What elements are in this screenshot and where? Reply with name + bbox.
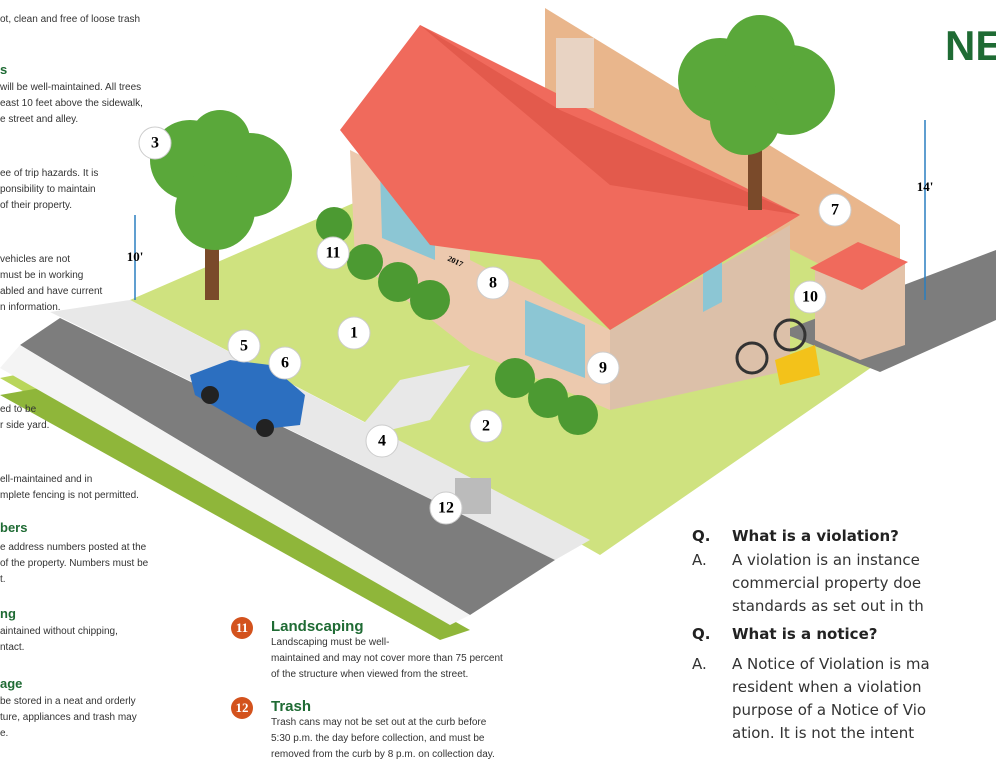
callout-number: 8 <box>489 275 497 292</box>
section-text: ponsibility to maintain <box>0 183 96 197</box>
chimney <box>556 38 594 108</box>
section-heading: age <box>0 676 22 692</box>
answer-text: commercial property doe <box>732 573 921 593</box>
section-heading: s <box>0 62 7 78</box>
section-text: e address numbers posted at the <box>0 541 146 555</box>
section-text: abled and have current <box>0 285 102 299</box>
section-text: ot, clean and free of loose trash <box>0 13 140 27</box>
legend-badge: 11 <box>231 617 253 639</box>
answer-marker: A. <box>692 550 707 570</box>
section-text: of the property. Numbers must be <box>0 557 148 571</box>
section-heading: bers <box>0 520 27 536</box>
legend-text: Landscaping must be well- <box>271 636 389 650</box>
section-text: aintained without chipping, <box>0 625 118 639</box>
callout-number: 2 <box>482 418 490 435</box>
callout-number: 12 <box>438 500 454 517</box>
question-marker: Q. <box>692 624 710 644</box>
callout-number: 1 <box>350 325 358 342</box>
question-marker: Q. <box>692 526 710 546</box>
legend-title: Landscaping <box>271 618 364 636</box>
callout-number: 11 <box>325 245 340 262</box>
section-text: ee of trip hazards. It is <box>0 167 98 181</box>
answer-text: resident when a violation <box>732 677 922 697</box>
callout-number: 7 <box>831 202 839 219</box>
callout-number: 5 <box>240 338 248 355</box>
answer-marker: A. <box>692 654 707 674</box>
callout-number: 4 <box>378 433 386 450</box>
answer-text: A Notice of Violation is ma <box>732 654 930 674</box>
legend-badge: 12 <box>231 697 253 719</box>
answer-text: standards as set out in th <box>732 596 924 616</box>
question: What is a violation? <box>732 526 899 546</box>
callout-number: 10 <box>802 289 818 306</box>
section-text: ntact. <box>0 641 24 655</box>
page: 31187101569241210'14'2017 ot, clean and … <box>0 0 996 768</box>
dimension-label: 14' <box>917 179 934 194</box>
wheel <box>256 419 274 437</box>
tree <box>150 110 292 250</box>
section-text: vehicles are not <box>0 253 70 267</box>
section-text: t. <box>0 573 6 587</box>
section-text: r side yard. <box>0 419 49 433</box>
page-title: NE <box>945 22 996 70</box>
section-text: east 10 feet above the sidewalk, <box>0 97 143 111</box>
wheel <box>201 386 219 404</box>
legend-title: Trash <box>271 698 311 716</box>
callout-number: 9 <box>599 360 607 377</box>
section-text: of their property. <box>0 199 72 213</box>
section-text: n information. <box>0 301 61 315</box>
answer-text: ation. It is not the intent <box>732 723 914 743</box>
answer-text: A violation is an instance <box>732 550 920 570</box>
answer-text: purpose of a Notice of Vio <box>732 700 926 720</box>
section-text: ed to be <box>0 403 36 417</box>
section-heading: ng <box>0 606 16 622</box>
question: What is a notice? <box>732 624 877 644</box>
callout-number: 3 <box>151 135 159 152</box>
legend-text: Trash cans may not be set out at the cur… <box>271 716 486 730</box>
legend-text: of the structure when viewed from the st… <box>271 668 468 682</box>
section-text: e street and alley. <box>0 113 78 127</box>
section-text: mplete fencing is not permitted. <box>0 489 139 503</box>
section-text: must be in working <box>0 269 83 283</box>
section-text: will be well-maintained. All trees <box>0 81 141 95</box>
callout-number: 6 <box>281 355 289 372</box>
dimension-label: 10' <box>127 249 144 264</box>
section-text: ell-maintained and in <box>0 473 92 487</box>
section-text: be stored in a neat and orderly <box>0 695 136 709</box>
legend-text: maintained and may not cover more than 7… <box>271 652 503 666</box>
legend-text: removed from the curb by 8 p.m. on colle… <box>271 748 495 762</box>
legend-text: 5:30 p.m. the day before collection, and… <box>271 732 484 746</box>
section-text: e. <box>0 727 8 741</box>
section-text: ture, appliances and trash may <box>0 711 137 725</box>
